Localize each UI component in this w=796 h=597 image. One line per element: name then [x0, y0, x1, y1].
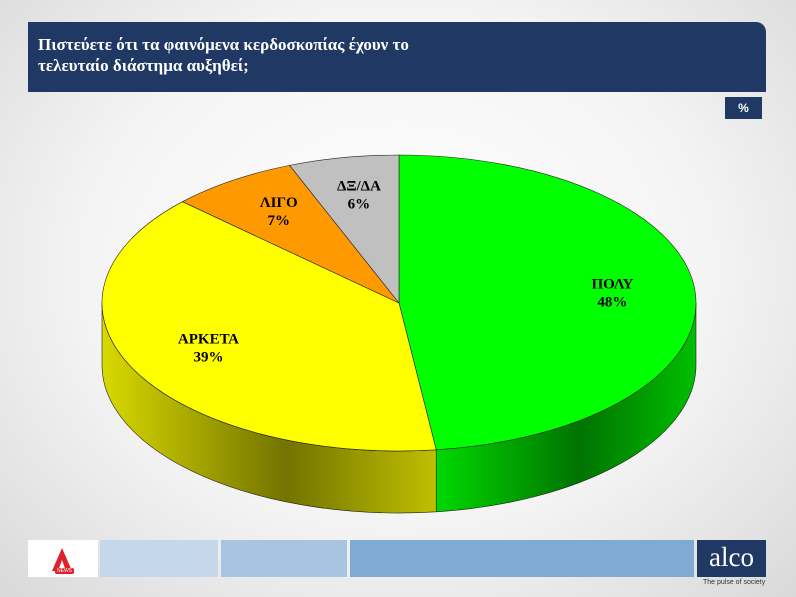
value-label: 7% [268, 213, 291, 229]
news-logo [52, 548, 72, 571]
footer-box [100, 540, 218, 577]
slice-side-shade [436, 303, 696, 512]
chart-title: Πιστεύετε ότι τα φαινόμενα κερδοσκοπίας … [38, 35, 409, 75]
slice-label: ΔΞ/ΔΑ [337, 178, 381, 194]
slice-label: ΑΡΚΕΤΑ [178, 331, 239, 347]
unit-badge: % [725, 97, 762, 119]
slice-label: ΠΟΛΥ [591, 276, 633, 292]
slice [289, 154, 400, 304]
logo: alco [697, 540, 766, 577]
value-label: 48% [597, 294, 627, 310]
value-label: 39% [193, 349, 223, 365]
slice [398, 154, 697, 451]
header-bar: Πιστεύετε ότι τα φαινόμενα κερδοσκοπίας … [28, 22, 766, 92]
footer-box [221, 540, 347, 577]
slice [101, 201, 437, 452]
tagline: The pulse of society [703, 579, 766, 586]
footer-box [350, 540, 694, 577]
news-badge: NEWS [55, 568, 74, 574]
slice-side-shade [102, 303, 437, 513]
value-label: 6% [348, 196, 371, 212]
slice-label: ΛΙΓΟ [260, 195, 298, 211]
slice [181, 165, 400, 304]
